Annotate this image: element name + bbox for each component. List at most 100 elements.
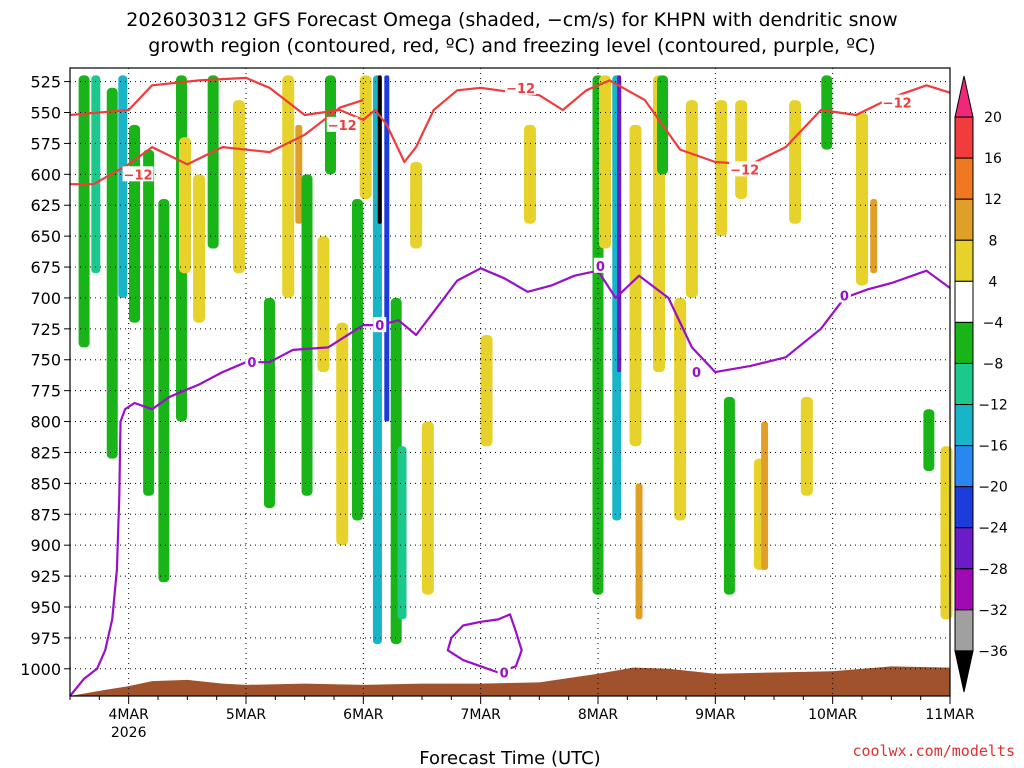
colorbar-top-arrow (954, 75, 974, 118)
omega-region-2 (106, 87, 118, 459)
colorbar-label-11: −28 (978, 562, 1008, 578)
colorbar-label-0: 20 (984, 110, 1002, 126)
omega-region-33 (617, 75, 622, 373)
purple-contour-label-5-bg (497, 664, 511, 680)
omega-region-3 (118, 75, 128, 298)
omega-region-15 (301, 174, 313, 496)
omega-region-5 (143, 149, 155, 496)
red-contour-label-0: −12 (124, 168, 153, 183)
omega-region-8 (178, 137, 191, 274)
omega-region-19 (351, 199, 363, 521)
colorbar-segment-13 (954, 609, 974, 652)
red-contour-lower (70, 99, 364, 186)
omega-region-14 (295, 124, 303, 224)
x-year-label: 2026 (111, 725, 147, 741)
purple-contour-label-1: 0 (375, 319, 384, 334)
y-tick-label-950: 950 (30, 598, 61, 617)
red-contour-label-2-bg (505, 79, 537, 95)
omega-region-38 (674, 297, 687, 521)
colorbar-label-6: −8 (983, 356, 1004, 372)
colorbar-segment-5 (954, 280, 974, 323)
omega-region-39 (685, 100, 698, 298)
omega-region-29 (523, 124, 536, 224)
purple-contour-label-0: 0 (247, 356, 256, 371)
x-tick-label-4MAR: 4MAR (109, 707, 150, 723)
colorbar-label-13: −36 (978, 644, 1008, 660)
omega-region-46 (800, 396, 813, 496)
freezing-level-contour (69, 267, 951, 697)
colorbar-segment-2 (954, 157, 974, 200)
y-tick-label-975: 975 (30, 629, 61, 648)
credit-text: coolwx.com/modelts (852, 742, 1015, 760)
y-tick-label-550: 550 (30, 104, 61, 123)
y-axis: 525 550 575 600 625 650 675 700 725 750 775 800 825 8… (20, 73, 70, 679)
red-contour-label-3: −12 (730, 163, 759, 178)
omega-region-12 (263, 297, 275, 509)
omega-region-28 (480, 335, 493, 447)
x-tick-label-10MAR: 10MAR (808, 707, 857, 723)
red-contour-label-0-bg (122, 166, 154, 182)
y-tick-label-575: 575 (30, 134, 61, 153)
colorbar-label-1: 16 (984, 151, 1002, 167)
omega-region-4 (129, 124, 141, 323)
colorbar-segment-4 (954, 239, 974, 282)
x-tick-label-5MAR: 5MAR (226, 707, 267, 723)
x-axis: 4MAR 5MAR 6MAR 7MAR 8MAR 9MAR 10MAR 11MAR 2026 (69, 696, 975, 741)
colorbar: 20 16 12 8 4 −4 −8 −12 −16 −20 −24 −28 −32 −36 (954, 75, 1008, 693)
colorbar-label-9: −20 (978, 480, 1008, 496)
x-tick-label-11MAR: 11MAR (925, 707, 974, 723)
omega-region-16 (317, 236, 330, 373)
omega-region-42 (735, 100, 748, 200)
omega-region-6 (158, 199, 170, 583)
colorbar-label-5: −4 (983, 315, 1004, 331)
omega-region-20 (359, 75, 372, 200)
omega-region-27 (421, 421, 434, 595)
colorbar-segment-6 (954, 321, 974, 364)
omega-region-44 (761, 421, 769, 570)
omega-region-10 (207, 75, 219, 249)
colorbar-label-2: 12 (984, 192, 1002, 208)
purple-contour-label-0-bg (245, 354, 259, 370)
colorbar-label-4: 4 (989, 274, 998, 290)
omega-region-50 (923, 409, 935, 472)
red-contour-upper (69, 76, 951, 166)
red-contour-label-1-bg (326, 116, 358, 132)
y-tick-label-825: 825 (30, 443, 61, 462)
colorbar-label-7: −12 (978, 398, 1008, 414)
y-tick-label-725: 725 (30, 320, 61, 339)
red-contour-label-1: −12 (328, 119, 357, 134)
omega-region-11 (232, 100, 245, 274)
colorbar-label-8: −16 (978, 439, 1008, 455)
purple-contour-label-2: 0 (596, 260, 605, 275)
colorbar-segment-1 (954, 116, 974, 159)
red-contour-label-2: −12 (506, 82, 535, 97)
colorbar-bottom-arrow (954, 650, 974, 693)
purple-contour-label-4: 0 (840, 289, 849, 304)
omega-region-35 (635, 483, 643, 620)
omega-region-26 (410, 161, 423, 249)
colorbar-label-12: −32 (978, 603, 1008, 619)
omega-region-18 (336, 322, 349, 546)
red-contour-label-4-bg (881, 94, 913, 110)
y-tick-label-925: 925 (30, 567, 61, 586)
y-tick-label-625: 625 (30, 196, 61, 215)
x-axis-label: Forecast Time (UTC) (419, 748, 600, 768)
omega-region-0 (78, 75, 90, 348)
purple-contour-label-3-bg (690, 364, 704, 380)
omega-region-23 (384, 75, 390, 422)
contour-layer: −12 −12 −12 −12 −12 0 0 0 0 0 0 (69, 76, 951, 697)
purple-contour-label-4-bg (837, 287, 851, 303)
omega-region-45 (789, 100, 802, 224)
y-tick-label-675: 675 (30, 258, 61, 277)
x-tick-label-8MAR: 8MAR (578, 707, 619, 723)
omega-region-34 (629, 124, 642, 447)
y-tick-label-850: 850 (30, 474, 61, 493)
purple-contour-label-1-bg (373, 317, 387, 333)
colorbar-label-10: −24 (978, 521, 1008, 537)
colorbar-segment-12 (954, 568, 974, 611)
omega-region-22 (377, 75, 382, 224)
x-tick-label-7MAR: 7MAR (461, 707, 502, 723)
y-tick-label-650: 650 (30, 227, 61, 246)
gridlines (70, 68, 951, 696)
